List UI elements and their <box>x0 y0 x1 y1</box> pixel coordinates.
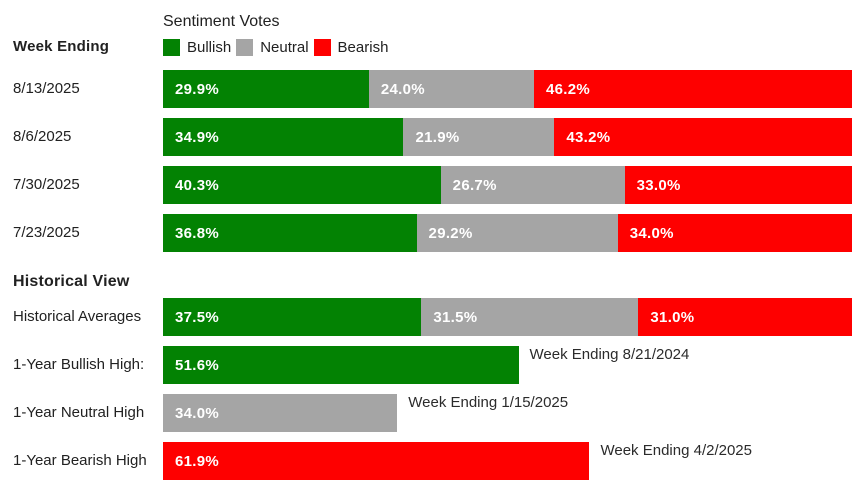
neutral-value-label: 26.7% <box>452 176 497 194</box>
legend-label: Neutral <box>260 39 309 56</box>
bearish-value-label: 33.0% <box>636 176 681 194</box>
neutral-segment: 24.0% <box>368 70 534 108</box>
bar-annotation: Week Ending 8/21/2024 <box>529 346 690 363</box>
bearish-value-label: 61.9% <box>175 452 220 470</box>
legend-item-bearish: Bearish <box>313 39 389 56</box>
bar-annotation: Week Ending 4/2/2025 <box>600 442 752 459</box>
stacked-bar-track: 29.9% 24.0% 46.2% <box>163 70 852 108</box>
bearish-value-label: 46.2% <box>546 80 591 98</box>
single-bar-track: 34.0% Week Ending 1/15/2025 <box>163 394 852 432</box>
chart-title: Sentiment Votes <box>163 13 280 30</box>
bullish-segment: 36.8% <box>163 214 417 252</box>
neutral-value-label: 29.2% <box>428 224 473 242</box>
bullish-value-label: 40.3% <box>175 176 220 194</box>
weekly-row: 7/30/2025 40.3% 26.7% 33.0% <box>0 161 868 209</box>
historical-row-label: 1-Year Bearish High <box>13 452 147 469</box>
historical-rows: Historical Averages 37.5% 31.5% 31.0% 1-Year… <box>0 293 868 485</box>
bearish-segment: 43.2% <box>554 118 852 156</box>
weekly-row-label: 8/6/2025 <box>13 128 72 145</box>
neutral-value-label: 34.0% <box>175 404 220 422</box>
bullish-value-label: 29.9% <box>175 80 220 98</box>
historical-row-label: 1-Year Bullish High: <box>13 356 145 373</box>
neutral-value-label: 31.5% <box>433 308 478 326</box>
bearish-segment: 34.0% <box>617 214 852 252</box>
weekly-row-label: 7/30/2025 <box>13 176 80 193</box>
legend-label: Bearish <box>337 39 389 56</box>
stacked-bar-track: 34.9% 21.9% 43.2% <box>163 118 852 156</box>
legend-swatch-bullish-icon <box>163 39 180 56</box>
bearish-segment: 33.0% <box>624 166 853 204</box>
bullish-value-label: 51.6% <box>175 356 220 374</box>
legend-swatch-bearish-icon <box>313 39 331 56</box>
historical-row: 1-Year Bearish High 61.9% Week Ending 4/2/… <box>0 437 868 485</box>
chart-header: Week Ending Sentiment Votes Bullish Neutr… <box>0 0 868 56</box>
historical-row-label: Historical Averages <box>13 308 142 325</box>
bullish-bar: 51.6% <box>163 346 519 384</box>
weekly-row: 8/13/2025 29.9% 24.0% 46.2% <box>0 65 868 113</box>
week-ending-heading: Week Ending <box>13 38 110 55</box>
bullish-segment: 37.5% <box>163 298 422 336</box>
neutral-segment: 31.5% <box>421 298 639 336</box>
bullish-segment: 34.9% <box>163 118 404 156</box>
historical-row: Historical Averages 37.5% 31.5% 31.0% <box>0 293 868 341</box>
legend: Bullish Neutral Bearish <box>163 39 852 56</box>
bearish-value-label: 43.2% <box>566 128 611 146</box>
bearish-value-label: 31.0% <box>650 308 695 326</box>
legend-item-neutral: Neutral <box>236 39 309 56</box>
bullish-segment: 29.9% <box>163 70 369 108</box>
historical-row: 1-Year Neutral High 34.0% Week Ending 1/15… <box>0 389 868 437</box>
bullish-value-label: 34.9% <box>175 128 220 146</box>
stacked-bar-track: 37.5% 31.5% 31.0% <box>163 298 852 336</box>
bullish-value-label: 36.8% <box>175 224 220 242</box>
bullish-segment: 40.3% <box>163 166 441 204</box>
weekly-rows: 8/13/2025 29.9% 24.0% 46.2% 8/6/2025 34.9% 21.… <box>0 65 868 257</box>
bearish-segment: 46.2% <box>534 70 852 108</box>
neutral-segment: 21.9% <box>403 118 555 156</box>
neutral-segment: 26.7% <box>440 166 625 204</box>
bar-annotation: Week Ending 1/15/2025 <box>408 394 569 411</box>
stacked-bar-track: 40.3% 26.7% 33.0% <box>163 166 853 204</box>
chart-header-main: Sentiment Votes Bullish Neutral Bearish <box>163 13 868 56</box>
historical-row-label: 1-Year Neutral High <box>13 404 145 421</box>
legend-item-bullish: Bullish <box>163 39 231 56</box>
neutral-value-label: 24.0% <box>380 80 425 98</box>
bullish-value-label: 37.5% <box>175 308 220 326</box>
legend-swatch-neutral-icon <box>236 39 254 56</box>
single-bar-track: 51.6% Week Ending 8/21/2024 <box>163 346 852 384</box>
neutral-bar: 34.0% <box>163 394 398 432</box>
legend-label: Bullish <box>187 39 232 56</box>
weekly-row: 7/23/2025 36.8% 29.2% 34.0% <box>0 209 868 257</box>
bearish-value-label: 34.0% <box>629 224 674 242</box>
historical-row: 1-Year Bullish High: 51.6% Week Ending 8/2… <box>0 341 868 389</box>
weekly-row-label: 8/13/2025 <box>13 80 80 97</box>
historical-view-heading: Historical View <box>13 273 130 290</box>
weekly-row-label: 7/23/2025 <box>13 224 80 241</box>
bearish-segment: 31.0% <box>638 298 852 336</box>
weekly-row: 8/6/2025 34.9% 21.9% 43.2% <box>0 113 868 161</box>
neutral-value-label: 21.9% <box>415 128 460 146</box>
bearish-bar: 61.9% <box>163 442 590 480</box>
single-bar-track: 61.9% Week Ending 4/2/2025 <box>163 442 852 480</box>
stacked-bar-track: 36.8% 29.2% 34.0% <box>163 214 852 252</box>
neutral-segment: 29.2% <box>416 214 618 252</box>
